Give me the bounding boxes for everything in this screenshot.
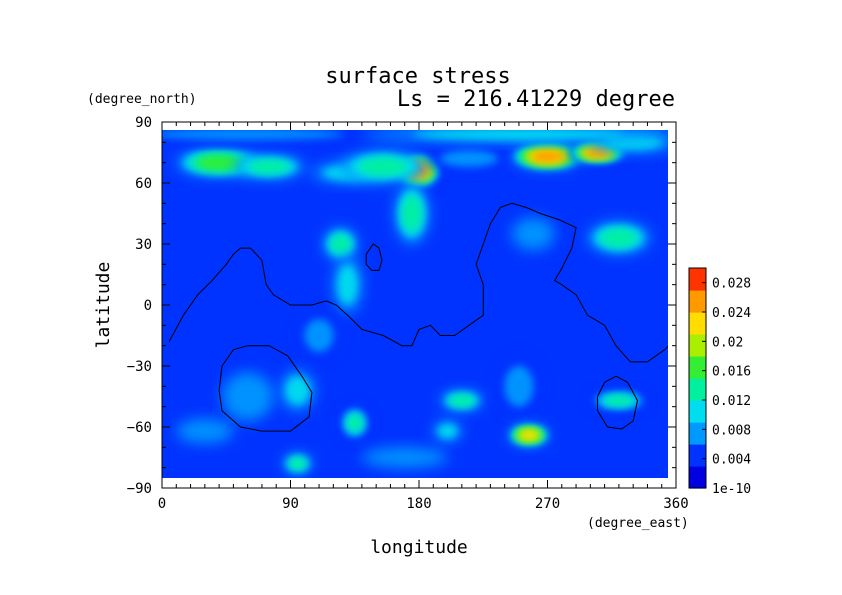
chart-title: surface stress <box>325 64 510 89</box>
colorbar: 0.028 0.024 0.02 0.016 0.012 0.008 0.004 1e-10 <box>688 267 751 497</box>
topography-contour-line <box>168 202 668 363</box>
heatmap-hotspot <box>340 406 370 440</box>
colorbar-swatch <box>689 378 706 401</box>
heatmap-hotspot <box>426 146 512 171</box>
y-tick-label: 90 <box>135 115 152 131</box>
heatmap-hotspot <box>333 256 362 314</box>
heatmap-hotspot <box>587 221 651 255</box>
heatmap-hotspot <box>433 420 462 442</box>
heatmap-plot-area <box>162 130 668 478</box>
y-tick-label: −60 <box>127 420 152 436</box>
topography-contour-line <box>365 243 383 271</box>
x-axis-ticks: 0 90 180 270 360 <box>158 122 689 512</box>
y-tick-label: 60 <box>135 176 152 192</box>
heatmap-hotspot <box>511 144 584 169</box>
colorbar-label: 0.008 <box>712 423 751 438</box>
topography-contour-line <box>218 345 313 432</box>
heatmap-hotspot <box>221 372 274 421</box>
colorbar-swatch <box>689 268 706 291</box>
colorbar-frame <box>688 267 707 489</box>
x-axis-label: longitude <box>370 537 468 558</box>
colorbar-label: 0.028 <box>712 277 751 292</box>
colorbar-swatch <box>689 312 706 335</box>
x-units-label: (degree_east) <box>587 516 689 531</box>
y-tick-label: −30 <box>127 359 152 375</box>
heatmap-hotspot <box>361 447 448 468</box>
x-tick-label: 360 <box>663 496 688 512</box>
x-tick-label: 180 <box>406 496 431 512</box>
y-tick-label: 0 <box>144 298 152 314</box>
heatmap-field <box>162 130 668 474</box>
colorbar-swatch <box>689 356 706 379</box>
heatmap-hotspot <box>590 390 648 411</box>
x-tick-label: 0 <box>158 496 166 512</box>
colorbar-swatch <box>689 334 706 357</box>
colorbar-swatch <box>689 422 706 445</box>
colorbar-label: 1e-10 <box>712 482 751 497</box>
heatmap-hotspot <box>323 227 358 261</box>
heatmap-hotspot <box>233 154 305 179</box>
heatmap-hotspot <box>176 418 234 444</box>
heatmap-hotspot <box>511 217 555 251</box>
y-tick-label: 30 <box>135 237 152 253</box>
topography-contours <box>168 202 668 432</box>
y-units-label: (degree_north) <box>87 92 197 107</box>
heatmap-hotspot <box>497 355 541 417</box>
colorbar-swatch <box>689 290 706 313</box>
x-tick-label: 270 <box>535 496 560 512</box>
y-tick-label: −90 <box>127 481 152 497</box>
colorbar-label: 0.004 <box>712 453 751 468</box>
heatmap-hotspot <box>297 311 341 360</box>
y-axis-ticks: 90 60 30 0 −30 −60 −90 <box>127 115 676 497</box>
colorbar-swatch <box>689 400 706 423</box>
colorbar-swatch <box>689 444 706 467</box>
chart-subtitle: Ls = 216.41229 degree <box>397 87 675 112</box>
x-tick-label: 90 <box>282 496 299 512</box>
heatmap-hotspot <box>280 370 315 411</box>
heatmap-hotspot <box>340 150 427 184</box>
colorbar-label: 0.012 <box>712 394 751 409</box>
heatmap-hotspot <box>361 130 668 143</box>
heatmap-hotspot <box>440 390 484 411</box>
heatmap-hotspot <box>508 424 549 446</box>
y-axis-label: latitude <box>93 262 114 349</box>
topography-contour-line <box>597 375 639 430</box>
heatmap-hotspot <box>162 130 391 143</box>
colorbar-swatch <box>689 466 706 489</box>
colorbar-label: 0.02 <box>712 335 743 350</box>
colorbar-label: 0.024 <box>712 306 751 321</box>
colorbar-label: 0.016 <box>712 365 751 380</box>
heatmap-hotspot <box>394 183 429 244</box>
heatmap-hotspot <box>283 453 312 474</box>
